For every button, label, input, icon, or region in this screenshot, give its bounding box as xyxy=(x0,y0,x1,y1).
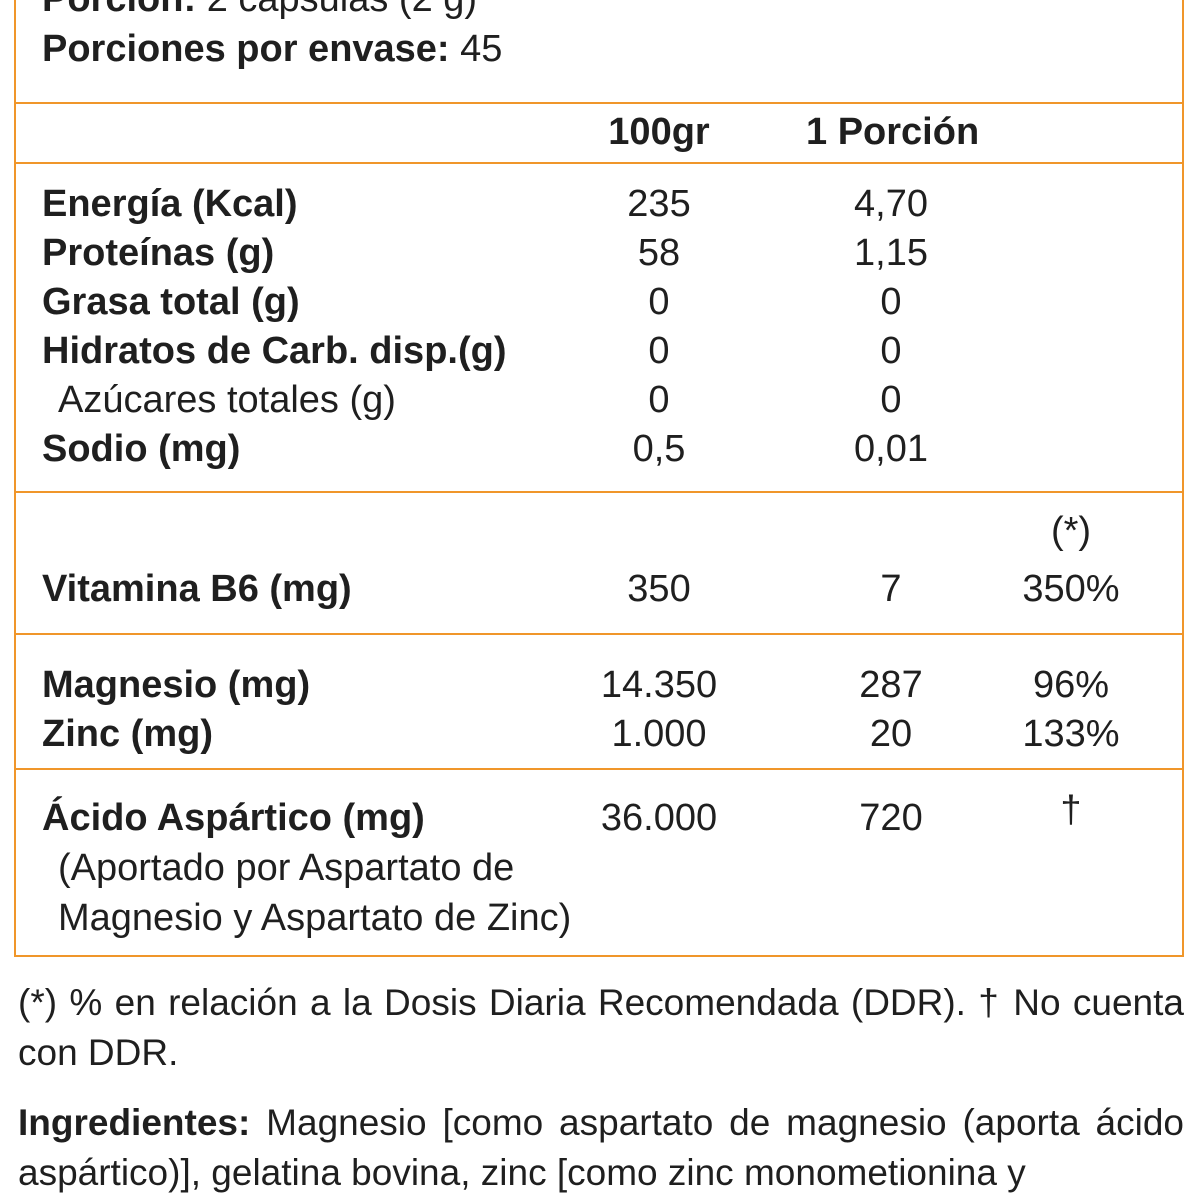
nutrient-label-sugars: Azúcares totales (g) xyxy=(58,379,396,421)
aspartic-acid-value-100: 36.000 xyxy=(600,797,718,839)
ddr-marker: (*) xyxy=(1050,510,1092,552)
nutrient-label-protein: Proteínas (g) xyxy=(42,232,275,274)
vitamin-b6-ddr: 350% xyxy=(1022,568,1120,610)
nutrient-value-portion: 0 xyxy=(880,281,902,323)
separator xyxy=(16,102,1182,104)
nutrient-label-sodium: Sodio (mg) xyxy=(42,428,241,470)
nutrient-label-fat: Grasa total (g) xyxy=(42,281,300,323)
separator xyxy=(16,633,1182,635)
nutrient-value-100: 0,5 xyxy=(632,428,686,470)
vitamin-b6-label: Vitamina B6 (mg) xyxy=(42,568,352,610)
ingredients-label: Ingredientes: xyxy=(18,1102,251,1143)
nutrient-label-energy: Energía (Kcal) xyxy=(42,183,298,225)
vitamin-b6-value-100: 350 xyxy=(627,568,691,610)
nutrient-value-100: 58 xyxy=(637,232,681,274)
aspartic-acid-label: Ácido Aspártico (mg) xyxy=(42,797,425,839)
nutrient-value-100: 235 xyxy=(627,183,691,225)
aspartic-acid-note-line2: Magnesio y Aspartato de Zinc) xyxy=(58,897,572,939)
nutrient-value-portion: 1,15 xyxy=(854,232,928,274)
mineral-value-portion: 20 xyxy=(869,713,913,755)
nutrient-value-100: 0 xyxy=(648,330,670,372)
ddr-footnote: (*) % en relación a la Dosis Diaria Reco… xyxy=(18,982,1184,1073)
mineral-value-100: 14.350 xyxy=(600,664,718,706)
mineral-value-portion: 287 xyxy=(859,664,923,706)
vitamin-b6-value-portion: 7 xyxy=(880,568,902,610)
servings-value: 45 xyxy=(460,28,503,70)
nutrition-facts-table: Porción: 2 cápsulas (2 g) Porciones por … xyxy=(14,0,1184,957)
nutrient-value-portion: 0 xyxy=(880,379,902,421)
mineral-ddr: 96% xyxy=(1032,664,1110,706)
nutrient-value-100: 0 xyxy=(648,281,670,323)
column-header-100gr: 100gr xyxy=(608,111,710,153)
servings-label: Porciones por envase: xyxy=(42,28,450,70)
mineral-label-zinc: Zinc (mg) xyxy=(42,713,213,755)
portion-line: Porción: 2 cápsulas (2 g) xyxy=(42,0,477,22)
separator xyxy=(16,768,1182,770)
nutrient-value-portion: 0 xyxy=(880,330,902,372)
aspartic-acid-value-portion: 720 xyxy=(859,797,923,839)
mineral-ddr: 133% xyxy=(1022,713,1120,755)
mineral-label-magnesium: Magnesio (mg) xyxy=(42,664,311,706)
column-header-portion: 1 Porción xyxy=(806,111,980,153)
ingredients-text: Ingredientes: Magnesio [como aspartato d… xyxy=(18,1098,1184,1198)
portion-value: 2 cápsulas (2 g) xyxy=(207,0,477,20)
servings-line: Porciones por envase: 45 xyxy=(42,26,502,72)
nutrient-label-carbs: Hidratos de Carb. disp.(g) xyxy=(42,330,507,372)
aspartic-acid-note-line1: (Aportado por Aspartato de xyxy=(58,847,515,889)
separator xyxy=(16,162,1182,164)
ingredients-list: Magnesio [como aspartato de magnesio (ap… xyxy=(18,1102,1184,1193)
nutrient-value-100: 0 xyxy=(648,379,670,421)
separator xyxy=(16,491,1182,493)
portion-label: Porción: xyxy=(42,0,196,20)
nutrient-value-portion: 0,01 xyxy=(854,428,928,470)
mineral-value-100: 1.000 xyxy=(611,713,707,755)
dagger-marker: † xyxy=(1060,789,1082,831)
nutrient-value-portion: 4,70 xyxy=(854,183,928,225)
